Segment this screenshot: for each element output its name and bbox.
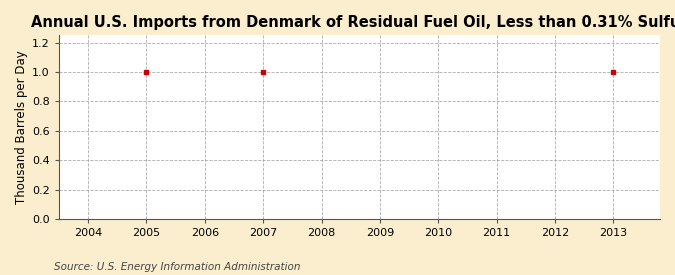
Title: Annual U.S. Imports from Denmark of Residual Fuel Oil, Less than 0.31% Sulfur: Annual U.S. Imports from Denmark of Resi… bbox=[31, 15, 675, 30]
Y-axis label: Thousand Barrels per Day: Thousand Barrels per Day bbox=[15, 50, 28, 204]
Text: Source: U.S. Energy Information Administration: Source: U.S. Energy Information Administ… bbox=[54, 262, 300, 272]
